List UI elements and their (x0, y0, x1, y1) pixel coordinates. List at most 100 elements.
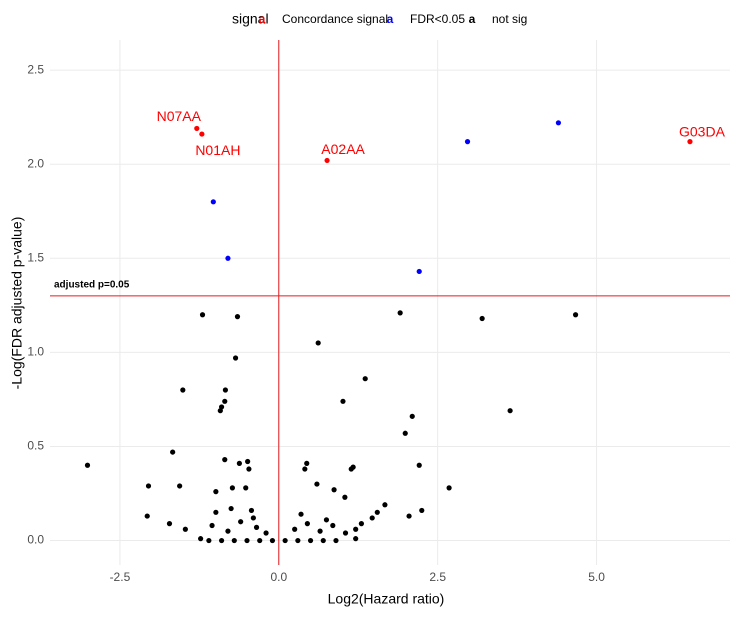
data-point (234, 314, 241, 320)
data-point (402, 430, 408, 436)
data-point (419, 507, 425, 514)
data-point (194, 125, 200, 132)
y-tick-label: 0.0 (27, 533, 44, 547)
data-point (225, 255, 231, 261)
data-point (331, 487, 337, 493)
data-point (248, 507, 255, 514)
data-point (362, 376, 368, 382)
data-point (464, 139, 471, 145)
data-point (225, 528, 231, 534)
data-point (304, 521, 310, 527)
data-point (687, 139, 693, 145)
data-point (358, 521, 365, 527)
data-point (353, 526, 359, 532)
point-label: N01AH (195, 142, 240, 158)
point-label: G03DA (679, 123, 726, 139)
data-point (298, 511, 304, 517)
data-point (250, 515, 256, 521)
data-point (369, 515, 375, 521)
data-point (217, 408, 223, 414)
x-tick-label: 0.0 (270, 570, 287, 584)
data-point (244, 537, 250, 544)
data-point (145, 483, 152, 489)
y-axis-label: -Log(FDR adjusted p-value) (9, 217, 25, 390)
x-tick-label: 2.5 (429, 570, 446, 584)
data-point (315, 340, 321, 346)
data-point (304, 460, 310, 466)
data-point (323, 517, 330, 523)
data-point (340, 398, 346, 404)
data-point (177, 483, 183, 489)
data-point (206, 537, 212, 544)
data-point (330, 522, 336, 529)
data-point (382, 502, 388, 508)
data-point (209, 522, 215, 529)
legend-label: not sig (492, 12, 527, 26)
data-point (144, 513, 150, 519)
data-point (397, 310, 403, 316)
data-point (218, 537, 225, 544)
y-tick-label: 0.5 (27, 439, 44, 453)
data-point (253, 524, 260, 530)
data-point (238, 519, 244, 525)
x-tick-label: 5.0 (588, 570, 605, 584)
data-point (555, 120, 562, 126)
data-point (479, 315, 485, 322)
data-point (282, 537, 288, 544)
data-point (446, 485, 452, 491)
data-point (213, 509, 219, 515)
data-point (213, 489, 219, 495)
data-point (199, 312, 206, 318)
legend-key: a (387, 12, 394, 26)
y-tick-label: 2.0 (27, 156, 44, 170)
data-point (229, 485, 235, 491)
data-point (409, 413, 415, 419)
data-point (350, 464, 356, 470)
y-tick-label: 1.5 (27, 250, 44, 264)
legend-label: FDR<0.05 (410, 12, 465, 26)
data-point (374, 509, 380, 515)
legend-label: Concordance signal (282, 12, 388, 26)
data-point (232, 355, 239, 361)
data-point (199, 131, 205, 137)
data-point (317, 528, 323, 534)
data-point (246, 466, 252, 472)
data-point (342, 494, 348, 500)
data-point (507, 408, 513, 414)
data-point (243, 485, 249, 491)
data-point (222, 387, 229, 393)
legend-key: a (469, 12, 476, 26)
data-point (257, 537, 263, 544)
data-point (302, 466, 308, 472)
data-point (210, 199, 216, 205)
data-point (222, 398, 228, 404)
data-point (307, 537, 314, 544)
data-point (263, 530, 269, 536)
x-tick-label: -2.5 (110, 570, 131, 584)
data-point (231, 537, 237, 544)
data-point (572, 312, 579, 318)
data-point (269, 537, 276, 544)
y-tick-label: 1.0 (27, 345, 44, 359)
data-point (292, 526, 298, 532)
data-point (333, 537, 339, 544)
data-point (84, 462, 91, 468)
data-point (342, 530, 349, 536)
data-point (353, 536, 359, 542)
threshold-label: adjusted p=0.05 (54, 280, 130, 291)
data-point (170, 449, 176, 455)
data-point (245, 458, 251, 465)
legend-title: signal (232, 11, 269, 27)
data-point (295, 537, 301, 544)
x-axis-label: Log2(Hazard ratio) (328, 591, 445, 607)
data-point (182, 526, 188, 532)
data-point (222, 457, 228, 463)
legend-key: a (259, 12, 266, 26)
data-point (324, 157, 330, 164)
data-point (416, 268, 422, 275)
y-tick-label: 2.5 (27, 62, 44, 76)
data-point (406, 513, 412, 519)
data-point (228, 505, 234, 512)
data-point (198, 536, 204, 542)
